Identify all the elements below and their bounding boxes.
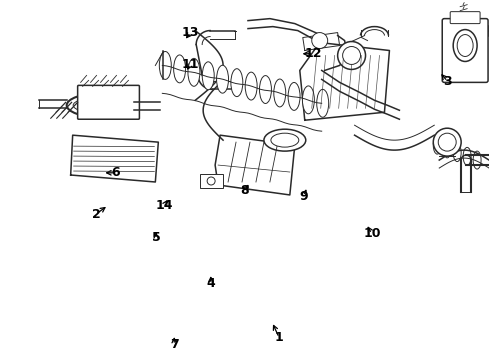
Ellipse shape <box>73 97 128 113</box>
Ellipse shape <box>217 65 228 93</box>
Ellipse shape <box>260 76 271 103</box>
Ellipse shape <box>453 144 461 162</box>
Ellipse shape <box>245 72 257 100</box>
Ellipse shape <box>188 58 200 86</box>
Text: 8: 8 <box>241 184 249 197</box>
Ellipse shape <box>453 30 477 62</box>
Ellipse shape <box>433 136 441 154</box>
Ellipse shape <box>473 151 481 169</box>
FancyBboxPatch shape <box>450 12 480 24</box>
Text: 11: 11 <box>182 58 199 71</box>
Text: 13: 13 <box>182 27 199 40</box>
Text: 10: 10 <box>363 227 381 240</box>
Text: 5: 5 <box>152 231 161 244</box>
Ellipse shape <box>457 35 473 57</box>
FancyBboxPatch shape <box>77 85 140 119</box>
Text: 6: 6 <box>111 166 120 179</box>
FancyBboxPatch shape <box>442 19 488 82</box>
Circle shape <box>312 32 328 49</box>
Circle shape <box>343 46 361 64</box>
Ellipse shape <box>159 51 171 80</box>
Ellipse shape <box>463 147 471 165</box>
Circle shape <box>438 133 456 151</box>
Ellipse shape <box>271 133 299 147</box>
Text: 3: 3 <box>443 75 452 88</box>
Polygon shape <box>300 42 390 120</box>
Ellipse shape <box>317 89 329 117</box>
Ellipse shape <box>173 55 186 83</box>
Text: 4: 4 <box>206 278 215 291</box>
Text: 12: 12 <box>305 47 322 60</box>
Text: 1: 1 <box>275 331 284 344</box>
Ellipse shape <box>288 82 300 111</box>
Text: 7: 7 <box>170 338 178 351</box>
Ellipse shape <box>443 140 451 158</box>
Ellipse shape <box>264 129 306 151</box>
Ellipse shape <box>274 79 286 107</box>
Text: 2: 2 <box>92 208 100 221</box>
Ellipse shape <box>302 86 315 114</box>
Circle shape <box>433 128 461 156</box>
Text: 9: 9 <box>299 190 308 203</box>
Polygon shape <box>71 135 158 182</box>
Polygon shape <box>215 135 295 195</box>
Ellipse shape <box>202 62 214 90</box>
Circle shape <box>207 177 215 185</box>
Text: 14: 14 <box>156 199 173 212</box>
Polygon shape <box>303 32 340 50</box>
Ellipse shape <box>231 69 243 96</box>
Ellipse shape <box>67 93 134 117</box>
FancyBboxPatch shape <box>200 174 222 189</box>
Circle shape <box>338 41 366 69</box>
